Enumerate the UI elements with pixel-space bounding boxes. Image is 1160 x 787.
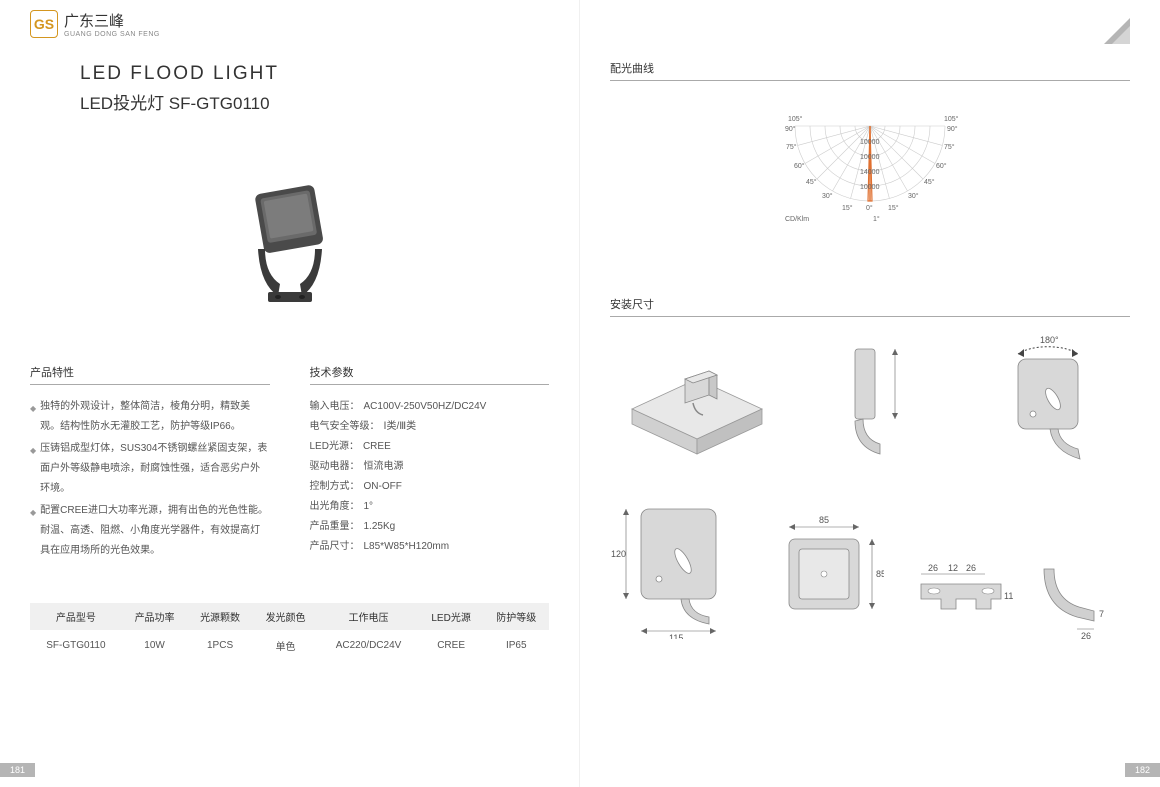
product-image [30,134,549,334]
svg-text:85: 85 [876,569,884,579]
diagram-rotation: 180° [988,329,1118,469]
svg-text:45°: 45° [806,178,817,186]
brand-logo-icon: GS [30,10,58,38]
table-cell: 1PCS [187,630,253,661]
svg-text:105°: 105° [944,115,959,123]
diagram-front: 120 115 [611,489,741,639]
svg-text:75°: 75° [944,143,955,151]
page-number-right: 182 [1125,763,1160,777]
svg-text:75°: 75° [786,143,797,151]
spec-item: LED光源：CREE [310,437,550,457]
diagram-bracket: 26 12 26 11 [906,549,1016,639]
table-cell: CREE [419,630,484,661]
table-header-cell: 光源颗数 [187,603,253,630]
install-header: 安装尺寸 [610,296,1130,317]
title-en: LED FLOOD LIGHT [80,63,549,85]
feature-item: ◆独特的外观设计，整体简洁，棱角分明，精致美观。结构性防水无灌胶工艺，防护等级I… [30,397,270,437]
svg-text:30°: 30° [908,192,919,200]
svg-text:115: 115 [669,633,683,639]
spec-item: 产品尺寸：L85*W85*H120mm [310,537,550,557]
svg-text:15°: 15° [888,204,899,212]
svg-text:60°: 60° [794,162,805,170]
install-diagrams-row1: 180° [610,329,1130,469]
specs-section: 技术参数 输入电压：AC100V-250V50HZ/DC24V电气安全等级：Ⅰ类… [310,364,550,563]
table-cell: 10W [122,630,188,661]
spec-item: 控制方式：ON-OFF [310,477,550,497]
right-page: 配光曲线 [580,0,1160,787]
svg-text:105°: 105° [788,115,803,123]
svg-text:90°: 90° [785,125,796,133]
svg-text:90°: 90° [947,125,958,133]
diagram-arm: 26 7 [1039,549,1129,639]
table-cell: 单色 [253,630,319,661]
svg-text:120: 120 [611,549,626,559]
svg-text:11: 11 [1004,591,1013,601]
svg-text:10000: 10000 [860,184,880,191]
feature-item: ◆配置CREE进口大功率光源，拥有出色的光色性能。耐温、高透、阻燃、小角度光学器… [30,501,270,561]
polar-chart: 105° 90° 75° 60° 45° 30° 105° 90° 75° 60… [780,111,960,266]
svg-text:10000: 10000 [860,154,880,161]
diagram-side [825,329,935,469]
spec-item: 电气安全等级：Ⅰ类/Ⅲ类 [310,417,550,437]
features-section: 产品特性 ◆独特的外观设计，整体简洁，棱角分明，精致美观。结构性防水无灌胶工艺，… [30,364,270,563]
spec-item: 输入电压：AC100V-250V50HZ/DC24V [310,397,550,417]
title-block: LED FLOOD LIGHT LED投光灯 SF-GTG0110 [80,63,549,114]
table-header-cell: 防护等级 [483,603,549,630]
corner-decoration [1104,18,1130,44]
svg-text:0°: 0° [866,204,873,212]
svg-text:85: 85 [819,515,829,525]
diagram-top: 85 85 [764,509,884,639]
table-header-cell: 产品功率 [122,603,188,630]
svg-text:180°: 180° [1040,335,1059,345]
svg-text:15°: 15° [842,204,853,212]
svg-text:1°: 1° [873,215,880,223]
feature-item: ◆压铸铝成型灯体，SUS304不锈钢螺丝紧固支架，表面户外等级静电喷涂，耐腐蚀性… [30,439,270,499]
table-header-cell: 产品型号 [30,603,122,630]
specs-header: 技术参数 [310,364,550,385]
svg-text:26: 26 [928,563,938,573]
svg-text:30°: 30° [822,192,833,200]
svg-text:CD/Klm: CD/Klm [785,216,809,223]
table-cell: SF-GTG0110 [30,630,122,661]
table-row: SF-GTG011010W1PCS单色AC220/DC24VCREEIP65 [30,630,549,661]
install-diagrams-row2: 120 115 85 [610,489,1130,639]
spec-item: 驱动电器：恒流电源 [310,457,550,477]
svg-text:26: 26 [966,563,976,573]
table-header-cell: LED光源 [419,603,484,630]
diagram-isometric [622,329,772,469]
table-header-cell: 发光颜色 [253,603,319,630]
svg-text:60°: 60° [936,162,947,170]
page-number-left: 181 [0,763,35,777]
brand-logo-area: GS 广东三峰 GUANG DONG SAN FENG [30,10,549,38]
svg-text:26: 26 [1081,631,1091,639]
spec-item: 产品重量：1.25Kg [310,517,550,537]
spec-item: 出光角度：1° [310,497,550,517]
polar-header: 配光曲线 [610,60,1130,81]
svg-text:14000: 14000 [860,169,880,176]
svg-text:45°: 45° [924,178,935,186]
svg-text:10000: 10000 [860,139,880,146]
svg-text:7: 7 [1099,609,1104,619]
brand-name-en: GUANG DONG SAN FENG [64,31,160,38]
spec-table: 产品型号产品功率光源颗数发光颜色工作电压LED光源防护等级 SF-GTG0110… [30,603,549,661]
features-header: 产品特性 [30,364,270,385]
table-cell: IP65 [483,630,549,661]
left-page: GS 广东三峰 GUANG DONG SAN FENG LED FLOOD LI… [0,0,580,787]
svg-text:12: 12 [948,563,958,573]
table-header-cell: 工作电压 [318,603,418,630]
brand-name-cn: 广东三峰 [64,10,160,31]
title-cn: LED投光灯 SF-GTG0110 [80,89,549,114]
table-cell: AC220/DC24V [318,630,418,661]
